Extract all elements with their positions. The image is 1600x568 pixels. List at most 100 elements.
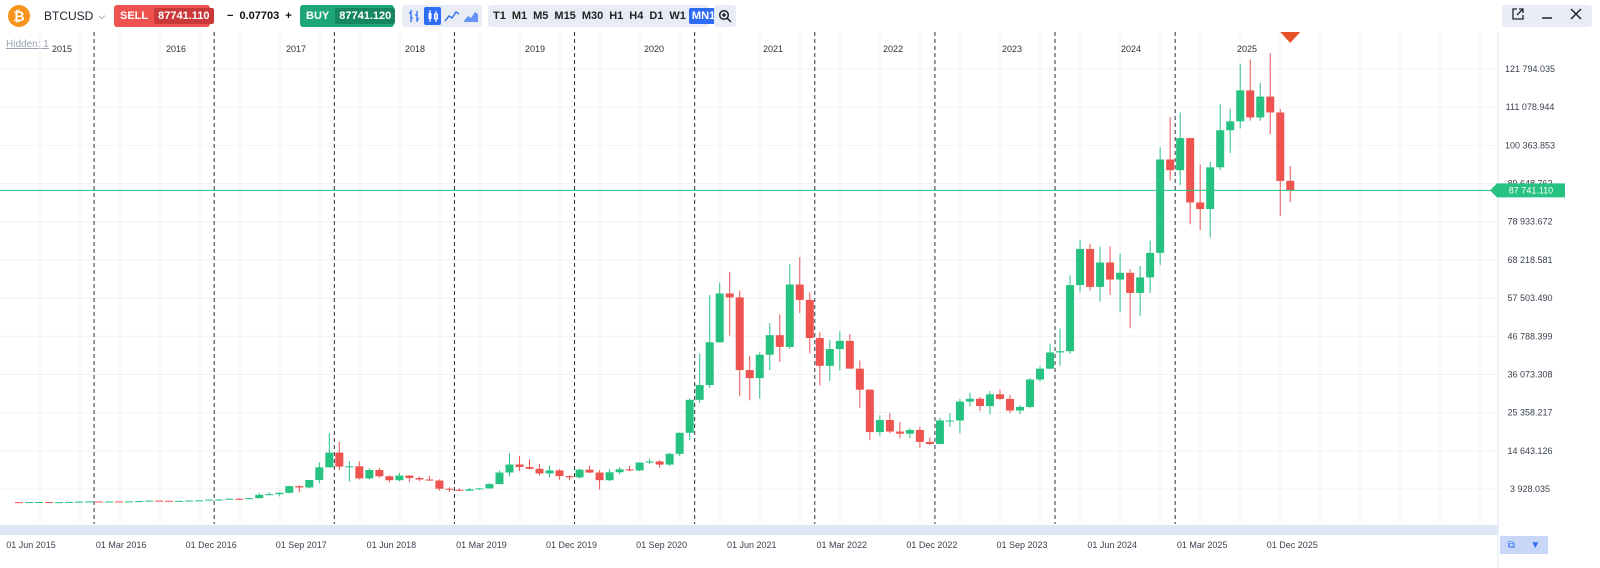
hidden-indicators-link[interactable]: Hidden: 1	[6, 39, 49, 50]
spread-decrease-button[interactable]: −	[227, 10, 234, 22]
candle-body	[925, 441, 934, 445]
candle-body	[295, 486, 304, 488]
symbol-selector[interactable]: BTCUSD ⌵	[44, 5, 105, 27]
candle-body	[455, 489, 464, 491]
toolbar: ₿ BTCUSD ⌵ SELL 87741.110 − 0.07703 + BU…	[0, 0, 1600, 32]
candle-body	[505, 464, 514, 473]
candle-body	[795, 284, 804, 300]
buy-button[interactable]: BUY 87741.120	[300, 5, 396, 27]
candle-body	[545, 470, 554, 474]
candle-body	[45, 501, 54, 503]
timeframe-d1[interactable]: D1	[649, 10, 664, 22]
line-icon[interactable]	[443, 7, 460, 25]
zoom-button[interactable]	[714, 5, 736, 27]
candle-body	[155, 500, 164, 502]
zoom-in-icon	[718, 9, 732, 23]
candle-body	[955, 401, 964, 421]
spread-increase-button[interactable]: +	[285, 10, 292, 22]
timeframe-w1[interactable]: W1	[669, 10, 686, 22]
candle-body	[705, 342, 714, 386]
timeframe-m5[interactable]: M5	[533, 10, 549, 22]
candle-body	[555, 470, 564, 477]
candle-body	[615, 469, 624, 473]
minimize-icon[interactable]	[1541, 7, 1553, 25]
price-axis-label: 14 643.126	[1507, 446, 1552, 456]
time-axis-label: 01 Jun 2018	[367, 540, 417, 550]
candle-body	[1026, 379, 1035, 407]
candle-body	[105, 501, 114, 503]
candle-body	[755, 354, 764, 379]
candle-body	[1036, 368, 1045, 380]
candle-body	[1266, 96, 1275, 113]
spread-value: 0.07703	[239, 10, 280, 22]
candle-body	[1196, 202, 1205, 210]
candle-body	[1086, 248, 1095, 287]
sell-price: 87741.110	[154, 8, 214, 24]
price-axis-label: 111 078.944	[1506, 102, 1555, 112]
candle-body	[85, 501, 94, 503]
candles-icon[interactable]	[424, 7, 441, 25]
candle-body	[15, 502, 23, 504]
candle-body	[825, 349, 834, 366]
candle-body	[235, 498, 244, 500]
candle-body	[225, 498, 234, 500]
time-axis-label: 01 Jun 2024	[1087, 540, 1137, 550]
candle-body	[1106, 262, 1115, 280]
candle-body	[195, 500, 204, 502]
candle-body	[65, 501, 74, 503]
scroll-down-icon[interactable]: ▼	[1530, 539, 1541, 551]
time-axis-label: 01 Dec 2019	[546, 540, 597, 550]
price-chart[interactable]: 2015 2016 2017 2018 2019 2020 2021 2022 2023 2024…	[0, 32, 1600, 568]
area-icon[interactable]	[462, 7, 479, 25]
bars-icon[interactable]	[405, 7, 422, 25]
timeframe-t1[interactable]: T1	[493, 10, 506, 22]
candle-body	[215, 499, 224, 501]
price-axis-label: 25 358.217	[1507, 408, 1552, 418]
candle-body	[575, 469, 584, 478]
candle-body	[845, 340, 854, 369]
timeframe-m30[interactable]: M30	[581, 10, 604, 22]
candle-body	[725, 293, 734, 298]
candle-body	[1046, 352, 1055, 369]
year-label: 2025	[1237, 44, 1257, 54]
candle-body	[205, 499, 214, 501]
time-axis-label: 01 Dec 2022	[906, 540, 957, 550]
candle-body	[915, 429, 924, 442]
buy-price: 87741.120	[335, 8, 396, 24]
candle-body	[525, 467, 534, 469]
time-axis-label: 01 Mar 2022	[817, 540, 868, 550]
candle-body	[385, 476, 394, 481]
sell-button[interactable]: SELL 87741.110	[114, 5, 214, 27]
candle-body	[635, 462, 644, 471]
sell-label: SELL	[120, 10, 149, 22]
popout-icon[interactable]	[1512, 7, 1524, 25]
candle-body	[745, 370, 754, 379]
candle-body	[275, 492, 284, 495]
timeframe-mn1[interactable]: MN1	[688, 8, 719, 24]
candle-body	[55, 502, 64, 504]
year-label: 2019	[525, 44, 545, 54]
price-axis-label: 68 218.581	[1507, 255, 1552, 265]
year-label: 2023	[1002, 44, 1022, 54]
horizontal-scrollbar[interactable]	[0, 525, 1498, 535]
candle-body	[75, 501, 84, 503]
timeframe-h4[interactable]: H4	[629, 10, 644, 22]
candle-body	[1066, 285, 1075, 352]
price-axis-label: 57 503.490	[1507, 293, 1552, 303]
fit-chart-icon[interactable]: ⧉	[1507, 539, 1515, 551]
candle-body	[345, 466, 354, 468]
candle-body	[95, 501, 104, 503]
candle-body	[645, 461, 654, 463]
close-icon[interactable]	[1570, 7, 1582, 25]
candle-body	[625, 469, 634, 471]
timeframe-m15[interactable]: M15	[554, 10, 576, 22]
time-axis-label: 01 Mar 2025	[1177, 540, 1228, 550]
candle-body	[375, 470, 384, 477]
year-label: 2024	[1121, 44, 1141, 54]
candle-body	[895, 431, 904, 434]
candle-body	[395, 475, 404, 481]
timeframe-h1[interactable]: H1	[609, 10, 624, 22]
timeframe-m1[interactable]: M1	[511, 10, 528, 22]
candle-body	[695, 385, 704, 400]
price-axis-label: 100 363.853	[1505, 140, 1555, 150]
